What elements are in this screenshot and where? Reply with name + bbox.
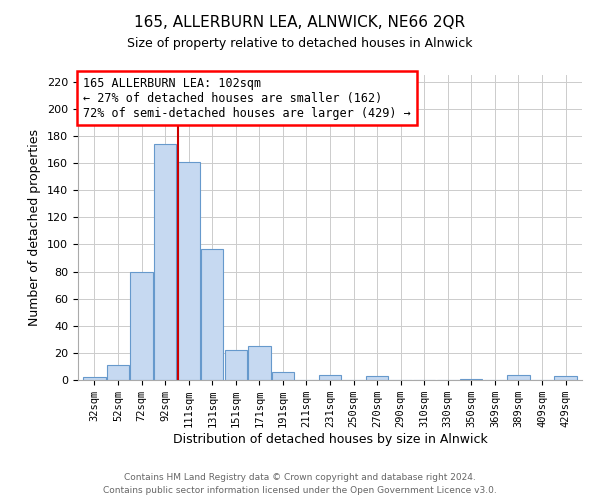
Bar (319, 374, 341, 380)
Text: 165 ALLERBURN LEA: 102sqm
← 27% of detached houses are smaller (162)
72% of semi: 165 ALLERBURN LEA: 102sqm ← 27% of detac… (83, 76, 411, 120)
Bar (554, 376, 577, 380)
Bar (107, 365, 129, 380)
X-axis label: Distribution of detached houses by size in Alnwick: Distribution of detached houses by size … (173, 433, 487, 446)
Bar (154, 144, 176, 380)
Text: Size of property relative to detached houses in Alnwick: Size of property relative to detached ho… (127, 38, 473, 51)
Bar (460, 378, 482, 380)
Bar (178, 162, 200, 380)
Y-axis label: Number of detached properties: Number of detached properties (28, 129, 41, 326)
Bar (224, 350, 247, 380)
Text: Contains HM Land Registry data © Crown copyright and database right 2024.: Contains HM Land Registry data © Crown c… (124, 472, 476, 482)
Text: 165, ALLERBURN LEA, ALNWICK, NE66 2QR: 165, ALLERBURN LEA, ALNWICK, NE66 2QR (134, 15, 466, 30)
Bar (83, 378, 106, 380)
Bar (272, 372, 294, 380)
Bar (130, 272, 153, 380)
Bar (201, 248, 223, 380)
Text: Contains public sector information licensed under the Open Government Licence v3: Contains public sector information licen… (103, 486, 497, 495)
Bar (507, 374, 530, 380)
Bar (248, 346, 271, 380)
Bar (366, 376, 388, 380)
